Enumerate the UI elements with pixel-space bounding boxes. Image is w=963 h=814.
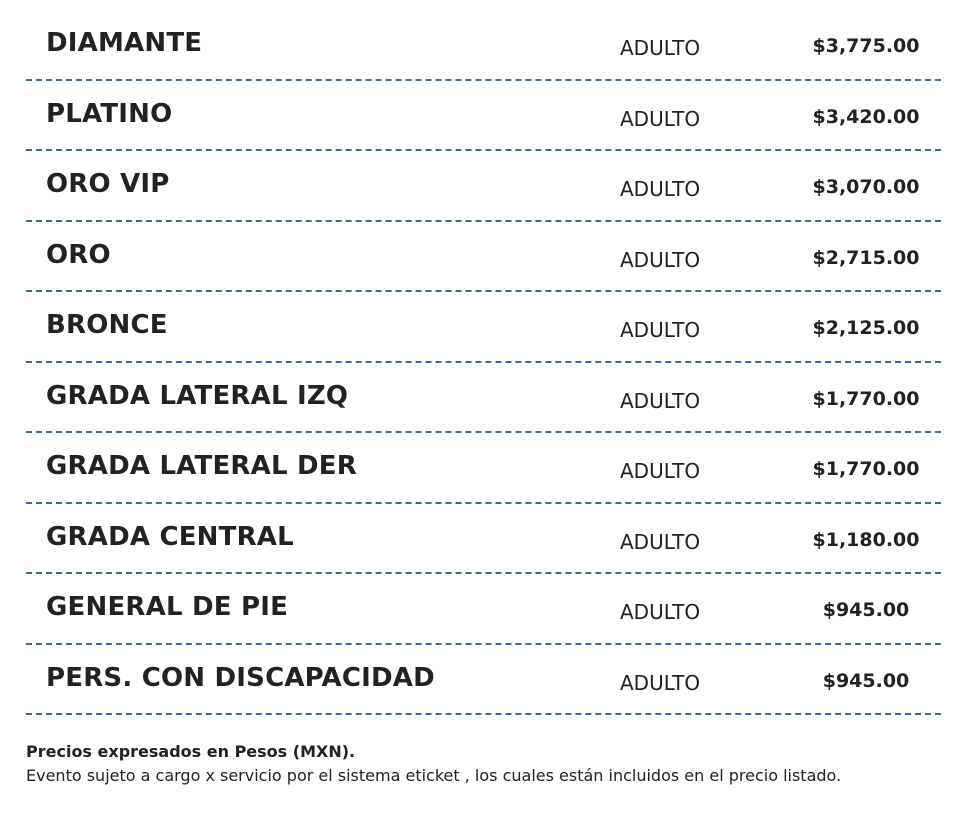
zone-name: BRONCE <box>46 310 168 340</box>
ticket-type: ADULTO <box>620 600 701 624</box>
price-row: DIAMANTE ADULTO $3,775.00 <box>26 10 941 81</box>
ticket-type: ADULTO <box>620 36 701 60</box>
zone-name: ORO VIP <box>46 169 170 199</box>
ticket-type: ADULTO <box>620 318 701 342</box>
ticket-type: ADULTO <box>620 529 701 554</box>
price-row: GRADA LATERAL IZQ ADULTO $1,770.00 <box>26 363 941 433</box>
ticket-price: $2,715.00 <box>812 246 920 269</box>
price-row: GENERAL DE PIE ADULTO $945.00 <box>26 574 941 645</box>
price-row: PERS. CON DISCAPACIDAD ADULTO $945.00 <box>26 645 941 715</box>
price-table: DIAMANTE ADULTO $3,775.00 PLATINO ADULTO… <box>26 10 941 715</box>
price-row: BRONCE ADULTO $2,125.00 <box>26 292 941 363</box>
ticket-price: $945.00 <box>822 669 910 692</box>
ticket-type: ADULTO <box>620 459 701 483</box>
price-row: PLATINO ADULTO $3,420.00 <box>26 81 941 151</box>
price-row: ORO VIP ADULTO $3,070.00 <box>26 151 941 222</box>
ticket-type: ADULTO <box>620 247 701 272</box>
ticket-type: ADULTO <box>620 106 701 131</box>
price-row: GRADA CENTRAL ADULTO $1,180.00 <box>26 504 941 574</box>
zone-name: PLATINO <box>46 98 173 129</box>
price-row: GRADA LATERAL DER ADULTO $1,770.00 <box>26 433 941 504</box>
ticket-type: ADULTO <box>620 670 701 695</box>
ticket-price: $1,770.00 <box>812 387 920 410</box>
ticket-price: $1,770.00 <box>812 458 920 480</box>
ticket-price: $3,420.00 <box>812 105 920 128</box>
zone-name: PERS. CON DISCAPACIDAD <box>46 662 435 693</box>
ticket-price: $3,070.00 <box>812 176 920 198</box>
price-row: ORO ADULTO $2,715.00 <box>26 222 941 292</box>
zone-name: GRADA LATERAL IZQ <box>46 380 349 411</box>
service-charge-note: Evento sujeto a cargo x servicio por el … <box>26 766 842 785</box>
ticket-price: $945.00 <box>822 599 910 621</box>
ticket-price: $3,775.00 <box>812 35 920 57</box>
zone-name: GRADA CENTRAL <box>46 521 294 552</box>
currency-note: Precios expresados en Pesos (MXN). <box>26 742 356 761</box>
ticket-type: ADULTO <box>620 388 701 413</box>
price-notes: Precios expresados en Pesos (MXN). Event… <box>26 742 946 785</box>
ticket-type: ADULTO <box>620 177 701 201</box>
zone-name: GRADA LATERAL DER <box>46 451 357 481</box>
ticket-price: $1,180.00 <box>812 528 920 551</box>
ticket-price: $2,125.00 <box>812 317 920 339</box>
zone-name: ORO <box>46 239 111 270</box>
zone-name: GENERAL DE PIE <box>46 592 289 622</box>
zone-name: DIAMANTE <box>46 28 203 58</box>
